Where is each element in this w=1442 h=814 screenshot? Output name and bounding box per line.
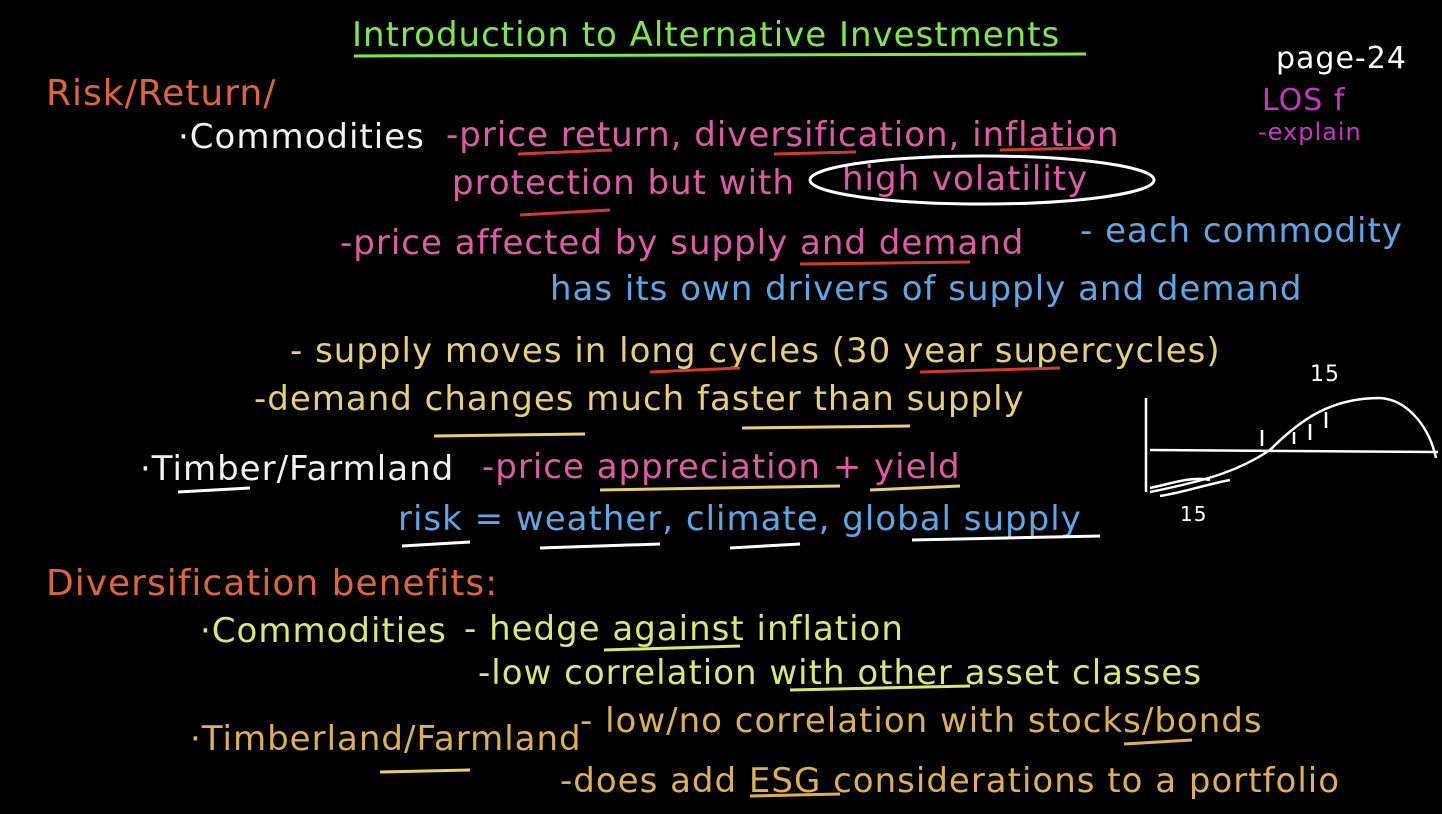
div-commodities-line-2: -low correlation with other asset classe… (478, 653, 1203, 693)
div-timber-line-1: - low/no correlation with stocks/bonds (580, 701, 1263, 741)
commodities-line-3: -price affected by supply and demand (340, 223, 1025, 263)
commodities-line-6: -demand changes much faster than supply (254, 379, 1025, 419)
div-commodities-line-1: - hedge against inflation (464, 609, 904, 649)
timber-line-2: risk = weather, climate, global supply (398, 499, 1082, 539)
los-note: LOS f (1262, 83, 1346, 118)
section-diversification: Diversification benefits: (46, 563, 499, 604)
div-commodities-heading: ·Commodities (200, 611, 447, 651)
timber-heading: ·Timber/Farmland (140, 449, 455, 489)
cycle-sketch (1144, 396, 1439, 498)
commodities-line-2a: protection but with (452, 163, 795, 203)
commodities-line-4: has its own drivers of supply and demand (550, 269, 1303, 309)
page-number-note: page-24 (1276, 41, 1407, 76)
commodities-line-5: - supply moves in long cycles (30 year s… (290, 331, 1221, 371)
section-risk-return: Risk/Return/ (46, 73, 277, 114)
timber-line-1: -price appreciation + yield (482, 447, 961, 487)
commodities-line-2b: high volatility (842, 159, 1089, 199)
los-action-note: -explain (1258, 118, 1362, 146)
div-timber-line-2: -does add ESG considerations to a portfo… (560, 761, 1341, 801)
sketch-top-label: 15 (1310, 362, 1340, 387)
page-title: Introduction to Alternative Investments (352, 15, 1061, 55)
sketch-bottom-label: 15 (1180, 502, 1208, 526)
div-timber-heading: ·Timberland/Farmland (190, 719, 582, 759)
commodities-line-3b: - each commodity (1080, 211, 1403, 251)
commodities-heading: ·Commodities (178, 117, 425, 157)
commodities-line-1: -price return, diversification, inflatio… (446, 115, 1120, 155)
